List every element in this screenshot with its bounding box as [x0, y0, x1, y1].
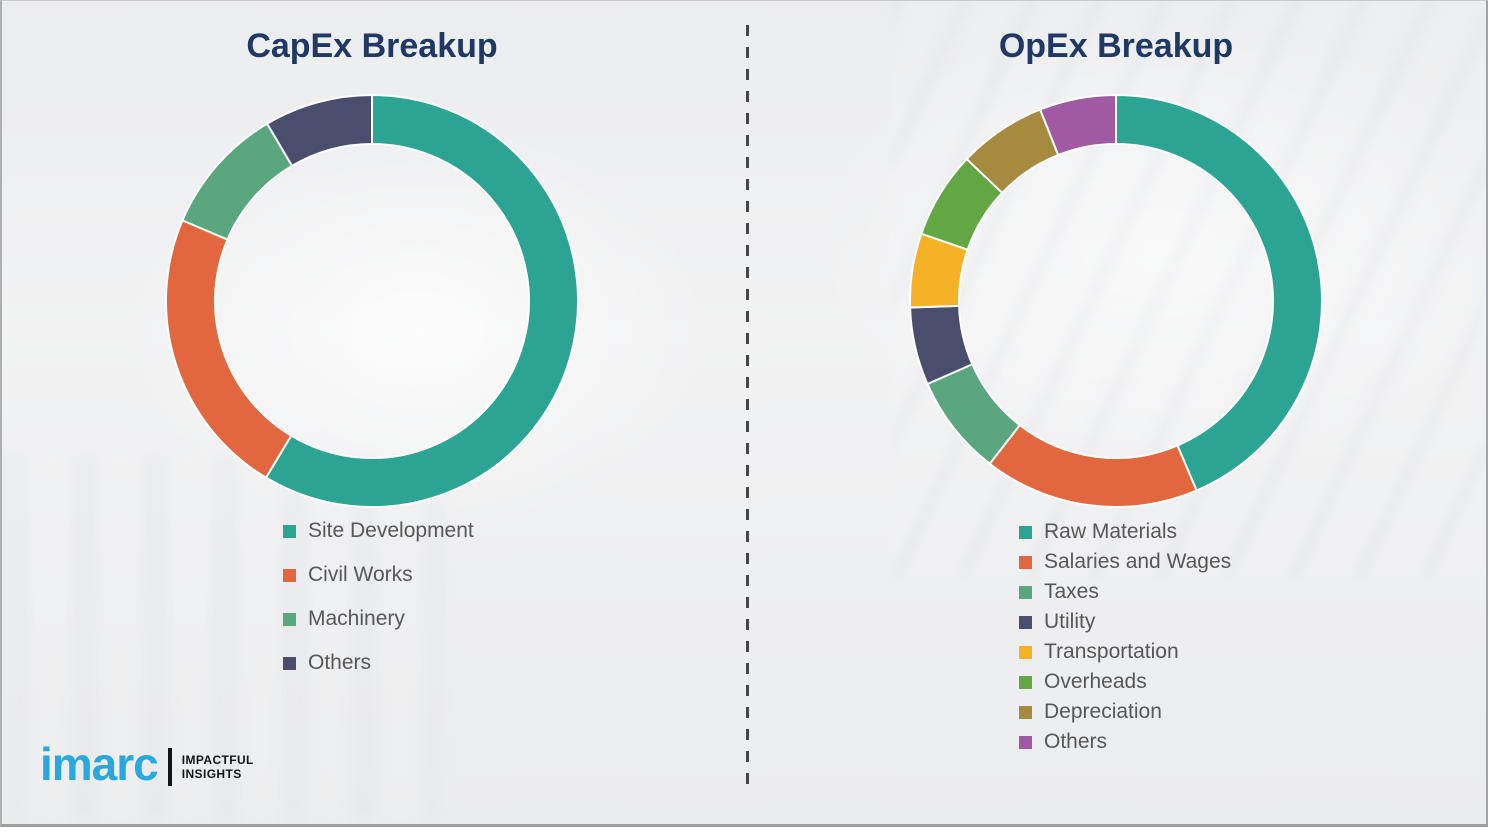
logo-tagline-line2: INSIGHTS — [181, 767, 242, 781]
legend-label: Utility — [1044, 610, 1096, 633]
capex-legend: Site Development Civil Works Machinery Othe… — [283, 509, 474, 685]
capex-legend-item-civil-works: Civil Works — [283, 553, 474, 597]
legend-swatch-icon — [1019, 525, 1032, 539]
opex-segment-others — [1039, 94, 1117, 157]
legend-label: Site Development — [308, 519, 474, 542]
opex-chart-title: OpEx Breakup — [998, 27, 1234, 65]
logo-divider-bar — [167, 748, 172, 786]
imarc-logo-wordmark: imarc — [40, 738, 159, 790]
legend-swatch-icon — [1019, 585, 1032, 599]
capex-donut-chart — [164, 93, 580, 509]
legend-swatch-icon — [1019, 645, 1032, 659]
logo-tagline-line1: IMPACTFUL — [181, 753, 254, 767]
legend-swatch-icon — [1019, 615, 1032, 629]
legend-label: Depreciation — [1044, 700, 1162, 723]
capex-chart-title: CapEx Breakup — [246, 27, 498, 65]
legend-swatch-icon — [283, 656, 296, 670]
opex-segment-raw-materials — [1115, 94, 1323, 492]
capex-segment-machinery — [181, 122, 294, 241]
section-divider-dashed-line — [746, 25, 749, 791]
imarc-logo: imarc IMPACTFUL INSIGHTS — [40, 741, 254, 787]
capex-legend-item-others: Others — [283, 641, 474, 685]
legend-swatch-icon — [283, 524, 296, 538]
opex-legend: Raw Materials Salaries and Wages Taxes Util… — [1019, 517, 1231, 757]
logo-tagline: IMPACTFUL INSIGHTS — [182, 753, 254, 781]
legend-swatch-icon — [1019, 705, 1032, 719]
capex-segment-site-development — [265, 94, 579, 508]
legend-label: Civil Works — [308, 563, 413, 586]
legend-label: Raw Materials — [1044, 520, 1178, 543]
opex-legend-item-taxes: Taxes — [1019, 577, 1231, 607]
legend-swatch-icon — [283, 612, 296, 626]
capex-legend-item-machinery: Machinery — [283, 597, 474, 641]
opex-legend-item-transportation: Transportation — [1019, 637, 1231, 667]
opex-donut-chart — [908, 93, 1324, 509]
legend-label: Others — [1044, 730, 1108, 753]
opex-legend-item-utility: Utility — [1019, 607, 1231, 637]
opex-legend-item-depreciation: Depreciation — [1019, 697, 1231, 727]
opex-legend-item-salaries-and-wages: Salaries and Wages — [1019, 547, 1231, 577]
legend-label: Others — [308, 651, 372, 674]
legend-swatch-icon — [1019, 675, 1032, 689]
legend-label: Overheads — [1044, 670, 1147, 693]
capex-segment-others — [266, 94, 373, 167]
legend-swatch-icon — [1019, 555, 1032, 569]
legend-swatch-icon — [283, 568, 296, 582]
opex-legend-item-overheads: Overheads — [1019, 667, 1231, 697]
legend-label: Machinery — [308, 607, 405, 630]
opex-segment-salaries-and-wages — [988, 424, 1198, 508]
opex-legend-item-others: Others — [1019, 727, 1231, 757]
legend-label: Taxes — [1044, 580, 1099, 603]
capex-segment-civil-works — [165, 219, 293, 479]
capex-legend-item-site-development: Site Development — [283, 509, 474, 553]
legend-label: Transportation — [1044, 640, 1179, 663]
legend-swatch-icon — [1019, 735, 1032, 749]
legend-label: Salaries and Wages — [1044, 550, 1232, 573]
opex-legend-item-raw-materials: Raw Materials — [1019, 517, 1231, 547]
